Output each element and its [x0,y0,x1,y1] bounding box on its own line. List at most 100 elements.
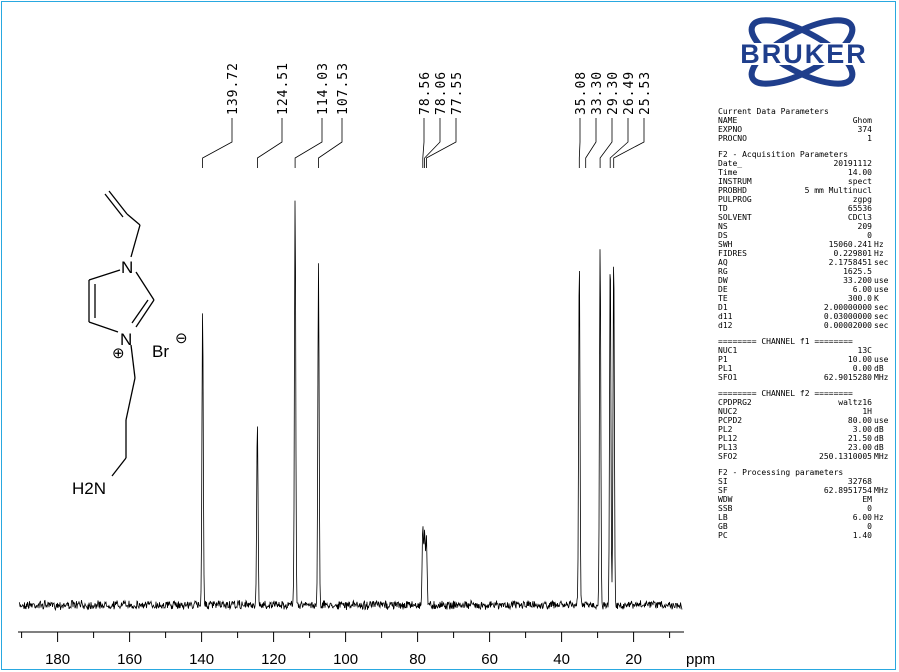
param-name: CPDPRG2 [718,398,752,407]
param-value-group: 10.00 use [848,355,899,364]
peak-label: 114.03 [316,62,331,115]
param-unit [872,116,899,125]
param-row: D1 2.00000000 sec [718,303,899,312]
x-tick-label: 80 [409,651,426,668]
param-section-heading: F2 - Acquisition Parameters [718,150,849,159]
param-row: RG 1625.5 [718,267,899,276]
peak-leader-line [599,118,613,168]
peak-leader-line [426,118,457,168]
peak-leader-line [613,118,645,168]
param-value: 209 [857,222,872,231]
param-value-group: 62.9015280 MHz [824,373,899,382]
param-value: 14.00 [847,168,872,177]
peak-label-leaders [202,118,645,168]
param-value-group: 1H [862,407,899,416]
param-unit [872,495,899,504]
param-unit: sec [874,303,889,312]
param-row: DE 6.00 use [718,285,899,294]
param-value: EM [862,495,872,504]
param-value: 1.40 [852,531,872,540]
param-value-group: 6.00 Hz [853,513,899,522]
peak-leader-line [424,118,441,168]
param-row: WDW EM [718,495,899,504]
param-unit: sec [874,258,889,267]
param-value-group: 0.00002000 sec [824,321,899,330]
param-unit: Hz [874,240,884,249]
param-section-heading: Current Data Parameters [718,107,829,116]
param-value-group: Ghom [853,116,899,125]
param-unit [872,134,899,143]
param-value-group: 23.00 dB [848,443,899,452]
param-row: EXPNO 374 [718,125,899,134]
param-value: 20191112 [833,159,872,168]
peak-labels: 139.72 124.51 114.03 107.53 78.56 78.06 77.55 3… [226,62,653,115]
param-value: 250.1310005 [819,452,872,461]
param-row: DW 33.200 use [718,276,899,285]
param-value-group: CDCl3 [848,213,899,222]
param-value: 0.00 [852,364,872,373]
param-value-group: 13C [858,346,899,355]
peak-label: 25.53 [638,71,653,115]
param-unit: use [874,276,889,285]
param-value-group: spect [848,177,899,186]
param-unit: MHz [874,373,889,382]
param-name: SF [718,486,728,495]
param-gap [718,461,899,468]
param-name: PL12 [718,434,738,443]
param-value-group: 3.00 dB [853,425,899,434]
param-value-group: 250.1310005 MHz [819,452,899,461]
param-name: SSB [718,504,733,513]
param-unit [872,159,899,168]
param-name: LB [718,513,728,522]
param-gap [718,143,899,150]
param-value-group: zgpg [853,195,899,204]
param-row: SWH 15060.241 Hz [718,240,899,249]
param-row: NUC1 13C [718,346,899,355]
param-name: SOLVENT [718,213,752,222]
param-value: 1625.5 [843,267,872,276]
param-unit [872,213,899,222]
param-value-group: 20191112 [833,159,899,168]
bruker-logo: BRUKER [716,10,892,96]
param-value-group: 2.00000000 sec [824,303,899,312]
param-unit [872,267,899,276]
param-value: 13C [857,346,872,355]
n-vinyl-bond [130,224,141,258]
param-value: 1H [862,407,872,416]
param-value: 5 mm Multinucl [804,186,872,195]
peak-leader-line [257,118,283,168]
param-name: Time [718,168,738,177]
peak-label: 33.30 [590,71,605,115]
param-row: AQ 2.1758451 sec [718,258,899,267]
param-value: 6.00 [852,285,872,294]
param-value: 62.9015280 [823,373,872,382]
param-unit [872,222,899,231]
param-name: SWH [718,240,733,249]
param-value-group: 33.200 use [843,276,899,285]
param-unit [872,195,899,204]
param-value-group: 14.00 [848,168,899,177]
param-unit [872,504,899,513]
param-value: 6.00 [852,513,872,522]
param-unit [872,186,899,195]
param-unit [872,531,899,540]
ring-bond-n1-c2 [135,271,155,301]
param-unit: dB [874,443,884,452]
peak-label: 29.30 [606,71,621,115]
param-value: 2.1758451 [828,258,872,267]
chemical-structure [88,190,155,477]
param-value: 300.0 [847,294,872,303]
peak-label: 139.72 [226,62,241,115]
param-value: CDCl3 [847,213,872,222]
param-unit: Hz [874,249,884,258]
x-tick-label: 20 [625,651,642,668]
ring-bond-n1-c5 [88,269,121,281]
x-tick-label: 180 [45,651,70,668]
peak-label: 78.06 [434,71,449,115]
param-value: 21.50 [847,434,872,443]
vinyl-bond-double-a [108,190,128,215]
param-value: waltz16 [838,398,872,407]
param-unit [872,231,899,240]
param-name: PL2 [718,425,733,434]
ring-bond-c2-n3-double [131,299,149,324]
